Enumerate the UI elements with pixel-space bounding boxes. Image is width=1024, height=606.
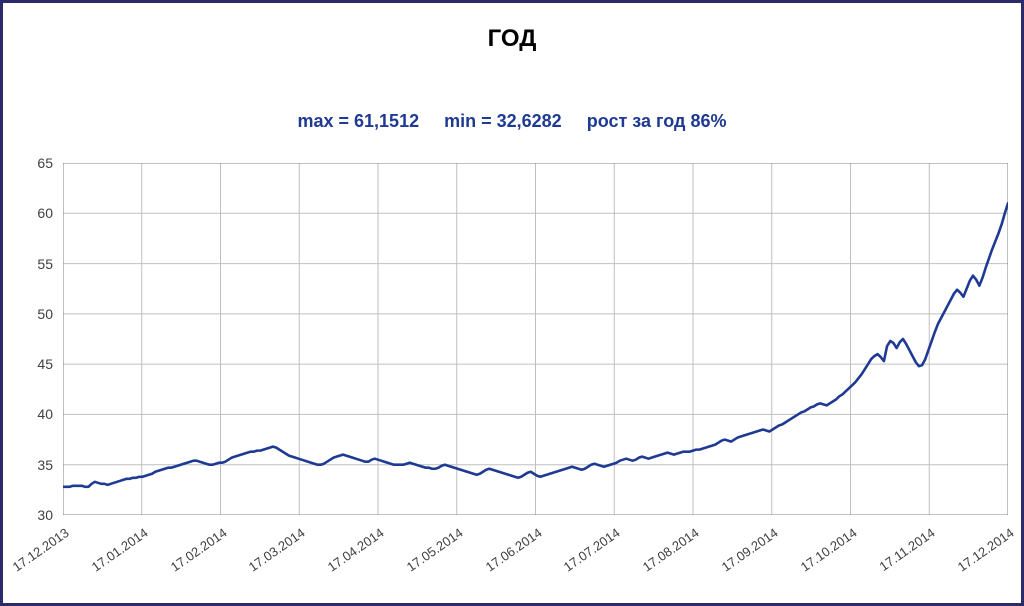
x-axis-label: 17.03.2014 bbox=[246, 525, 308, 575]
stat-growth: рост за год 86% bbox=[587, 111, 727, 132]
x-axis-label: 17.06.2014 bbox=[482, 525, 544, 575]
chart-container: ГОД max = 61,1512 min = 32,6282 рост за … bbox=[0, 0, 1024, 606]
x-axis-label: 17.05.2014 bbox=[403, 525, 465, 575]
plot-area bbox=[63, 163, 1008, 515]
x-axis-label: 17.10.2014 bbox=[797, 525, 859, 575]
y-axis-label: 40 bbox=[23, 406, 53, 422]
stat-min: min = 32,6282 bbox=[444, 111, 562, 132]
x-axis-label: 17.01.2014 bbox=[88, 525, 150, 575]
stat-max: max = 61,1512 bbox=[297, 111, 419, 132]
y-axis-label: 60 bbox=[23, 205, 53, 221]
x-axis-label: 17.04.2014 bbox=[325, 525, 387, 575]
x-axis-label: 17.07.2014 bbox=[561, 525, 623, 575]
y-axis-label: 65 bbox=[23, 155, 53, 171]
chart-subtitle: max = 61,1512 min = 32,6282 рост за год … bbox=[3, 111, 1021, 132]
x-axis-label: 17.12.2013 bbox=[10, 525, 72, 575]
y-axis-label: 45 bbox=[23, 356, 53, 372]
y-axis-label: 55 bbox=[23, 256, 53, 272]
y-axis-label: 35 bbox=[23, 457, 53, 473]
plot-svg bbox=[63, 163, 1008, 515]
x-axis-label: 17.02.2014 bbox=[167, 525, 229, 575]
y-axis-label: 50 bbox=[23, 306, 53, 322]
x-axis-label: 17.08.2014 bbox=[640, 525, 702, 575]
x-axis-label: 17.11.2014 bbox=[877, 525, 938, 574]
x-axis-label: 17.09.2014 bbox=[718, 525, 780, 575]
x-axis-label: 17.12.2014 bbox=[955, 525, 1017, 575]
chart-title: ГОД bbox=[3, 25, 1021, 53]
y-axis-label: 30 bbox=[23, 507, 53, 523]
